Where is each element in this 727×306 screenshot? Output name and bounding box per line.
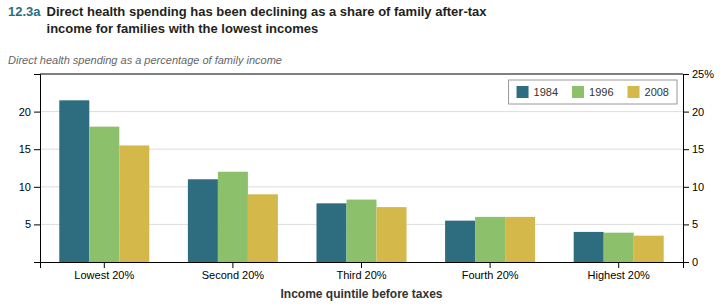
bars (59, 100, 663, 262)
tick-label: 0 (692, 256, 698, 268)
tick-mark (361, 262, 362, 268)
axis-line (684, 75, 690, 263)
bar (377, 207, 407, 262)
tick-label: 15 (19, 143, 31, 155)
legend-item: 1984 (517, 86, 558, 98)
plot-frame-top (40, 74, 683, 75)
legend-frame (509, 80, 677, 104)
tick-mark (683, 112, 689, 113)
tick: 20 (683, 106, 704, 118)
bar-series (119, 145, 663, 262)
plot: 5 10 15 20 0 5 10 15 20 25% Lowest 20% Second 20% Th… (19, 68, 714, 281)
bar-series (89, 127, 633, 262)
bar (634, 236, 664, 262)
tick-mark (683, 149, 689, 150)
legend-swatch (628, 86, 640, 98)
bar (574, 232, 604, 262)
tick-mark (683, 74, 689, 75)
tick: Lowest 20% (74, 262, 134, 281)
axis-line (41, 263, 684, 269)
bar (604, 233, 634, 262)
tick-mark (618, 262, 619, 268)
tick-label: 20 (19, 106, 31, 118)
legend-label: 1984 (534, 86, 558, 98)
tick-label: 10 (692, 181, 704, 193)
tick-label: 5 (692, 218, 698, 230)
bar (119, 145, 149, 262)
tick-mark (104, 262, 105, 268)
bar (59, 100, 89, 262)
tick: 5 (25, 218, 40, 230)
legend-swatch (572, 86, 584, 98)
tick-label: Highest 20% (588, 269, 651, 281)
tick-label: 15 (692, 143, 704, 155)
x-axis: Lowest 20% Second 20% Third 20% Fourth 20% H… (41, 262, 684, 281)
tick: 0 (683, 256, 698, 268)
tick-mark (232, 262, 233, 268)
tick-mark (34, 187, 40, 188)
bar (505, 217, 535, 262)
tick-label: Fourth 20% (462, 269, 519, 281)
tick-label: 10 (19, 181, 31, 193)
chart: 12.3a Direct health spending has been dec… (0, 0, 727, 306)
tick-mark (34, 149, 40, 150)
tick: 10 (19, 181, 40, 193)
tick-mark (683, 224, 689, 225)
bar (316, 203, 346, 262)
tick-label: Lowest 20% (74, 269, 134, 281)
tick: Fourth 20% (462, 262, 519, 281)
x-axis-title: Income quintile before taxes (280, 287, 442, 301)
tick: 20 (19, 106, 40, 118)
legend: 1984 1996 2008 (509, 80, 677, 104)
bar-series (59, 100, 603, 262)
legend-item: 2008 (628, 86, 669, 98)
legend-swatch (517, 86, 529, 98)
tick-label: Second 20% (202, 269, 265, 281)
y-axis: 5 10 15 20 (19, 75, 41, 263)
bar (445, 221, 475, 262)
title: Direct health spending has been declinin… (47, 4, 488, 36)
bar (346, 200, 376, 262)
tick-label: Third 20% (336, 269, 386, 281)
title-prefix: 12.3a (8, 4, 41, 19)
tick: Third 20% (336, 262, 386, 281)
tick-label: 25% (692, 68, 714, 80)
bar (188, 179, 218, 262)
tick: 25% (683, 68, 714, 80)
legend-item: 1996 (572, 86, 613, 98)
tick: 5 (683, 218, 698, 230)
tick: 15 (683, 143, 704, 155)
tick-label: 5 (25, 218, 31, 230)
bar (218, 172, 248, 262)
tick-mark (490, 262, 491, 268)
bar (89, 127, 119, 262)
tick: Highest 20% (588, 262, 651, 281)
y-axis-title: Direct health spending as a percentage o… (8, 54, 282, 66)
tick-label: 20 (692, 106, 704, 118)
grid-line (40, 111, 683, 112)
bar (475, 217, 505, 262)
tick-mark (34, 224, 40, 225)
tick-mark (34, 112, 40, 113)
tick: 10 (683, 181, 704, 193)
y2-axis: 0 5 10 15 20 25% (683, 68, 714, 268)
legend-label: 2008 (645, 86, 669, 98)
tick: 15 (19, 143, 40, 155)
tick: Second 20% (202, 262, 265, 281)
bar (248, 194, 278, 262)
tick-mark (683, 187, 689, 188)
axis-line (34, 75, 41, 263)
legend-label: 1996 (589, 86, 613, 98)
